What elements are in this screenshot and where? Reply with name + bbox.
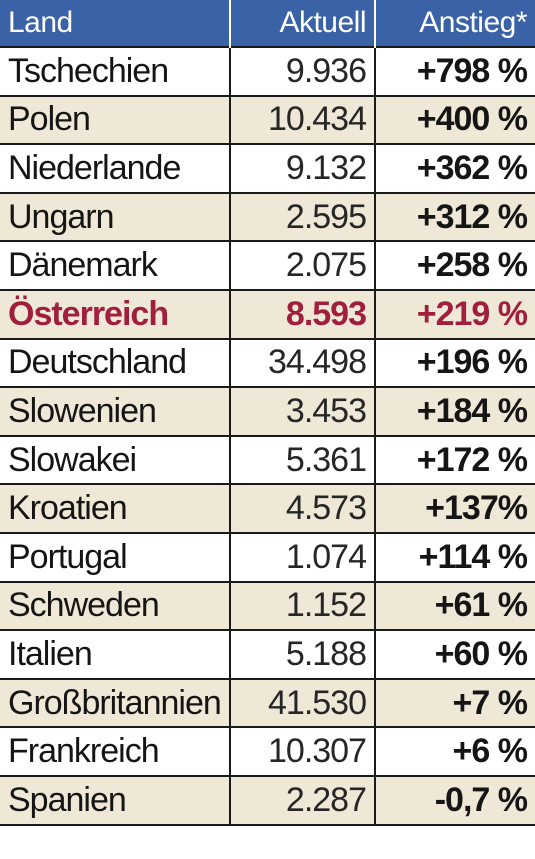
aktuell-cell: 9.132 (229, 143, 375, 193)
table-row-highlighted: Österreich 8.593 +219 % (0, 288, 535, 339)
table-row: Kroatien 4.573 +137% (0, 483, 535, 533)
table-row: Tschechien 9.936 +798 % (0, 46, 535, 96)
table-row: Frankreich 10.307 +6 % (0, 726, 535, 776)
aktuell-cell: 3.453 (229, 386, 375, 436)
anstieg-cell: +312 % (374, 191, 535, 242)
table-row: Portugal 1.074 +114 % (0, 531, 535, 582)
anstieg-cell: +114 % (374, 531, 535, 582)
anstieg-cell: +362 % (374, 143, 535, 193)
land-cell: Dänemark (0, 240, 230, 290)
aktuell-cell: 41.530 (229, 677, 375, 728)
aktuell-cell: 2.287 (229, 774, 375, 826)
table-row: Italien 5.188 +60 % (0, 629, 535, 679)
anstieg-cell: +60 % (374, 629, 535, 679)
country-table: Land Aktuell Anstieg* Tschechien 9.936 +… (0, 0, 535, 826)
land-cell: Slowakei (0, 434, 230, 485)
anstieg-cell: +219 % (374, 288, 535, 339)
anstieg-cell: +6 % (374, 726, 535, 776)
land-cell: Polen (0, 94, 230, 145)
table-row: Polen 10.434 +400 % (0, 94, 535, 145)
column-header-anstieg: Anstieg* (374, 0, 535, 47)
table-row: Slowenien 3.453 +184 % (0, 386, 535, 436)
land-cell: Italien (0, 629, 230, 679)
anstieg-cell: +137% (374, 483, 535, 533)
anstieg-cell: +258 % (374, 240, 535, 290)
land-cell: Portugal (0, 531, 230, 582)
aktuell-cell: 5.361 (229, 434, 375, 485)
land-cell: Ungarn (0, 191, 230, 242)
anstieg-cell: +400 % (374, 94, 535, 145)
aktuell-cell: 10.307 (229, 726, 375, 776)
land-cell: Spanien (0, 774, 230, 826)
land-cell: Slowenien (0, 386, 230, 436)
aktuell-cell: 2.075 (229, 240, 375, 290)
aktuell-cell: 4.573 (229, 483, 375, 533)
land-cell: Tschechien (0, 46, 230, 96)
land-cell: Frankreich (0, 726, 230, 776)
anstieg-cell: +7 % (374, 677, 535, 728)
aktuell-cell: 10.434 (229, 94, 375, 145)
table-row: Slowakei 5.361 +172 % (0, 434, 535, 485)
land-cell: Niederlande (0, 143, 230, 193)
table-row: Niederlande 9.132 +362 % (0, 143, 535, 193)
table-header-row: Land Aktuell Anstieg* (0, 0, 535, 47)
aktuell-cell: 2.595 (229, 191, 375, 242)
table-row: Schweden 1.152 +61 % (0, 580, 535, 631)
land-cell: Schweden (0, 580, 230, 631)
anstieg-cell: +61 % (374, 580, 535, 631)
table-row: Großbritannien 41.530 +7 % (0, 677, 535, 728)
aktuell-cell: 1.074 (229, 531, 375, 582)
anstieg-cell: +172 % (374, 434, 535, 485)
aktuell-cell: 34.498 (229, 337, 375, 388)
aktuell-cell: 8.593 (229, 288, 375, 339)
aktuell-cell: 9.936 (229, 46, 375, 96)
anstieg-cell: +196 % (374, 337, 535, 388)
aktuell-cell: 1.152 (229, 580, 375, 631)
anstieg-cell: +184 % (374, 386, 535, 436)
table-row: Deutschland 34.498 +196 % (0, 337, 535, 388)
table-row: Ungarn 2.595 +312 % (0, 191, 535, 242)
column-header-aktuell: Aktuell (229, 0, 375, 47)
table-row: Spanien 2.287 -0,7 % (0, 774, 535, 826)
anstieg-cell: -0,7 % (374, 774, 535, 826)
land-cell: Großbritannien (0, 677, 230, 728)
table-row: Dänemark 2.075 +258 % (0, 240, 535, 290)
land-cell: Kroatien (0, 483, 230, 533)
land-cell: Deutschland (0, 337, 230, 388)
anstieg-cell: +798 % (374, 46, 535, 96)
column-header-land: Land (0, 0, 230, 47)
land-cell: Österreich (0, 288, 230, 339)
aktuell-cell: 5.188 (229, 629, 375, 679)
